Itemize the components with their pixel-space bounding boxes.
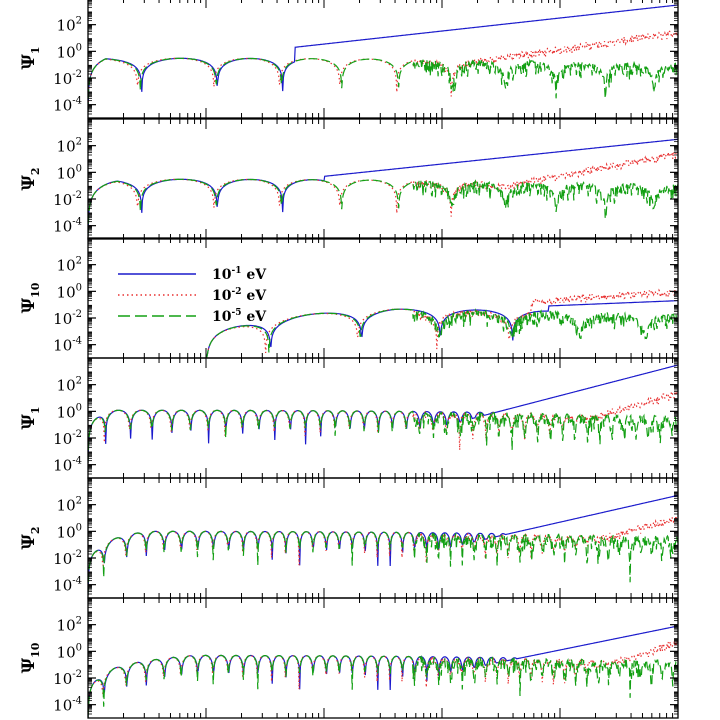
y-tick-label: 10-2 — [53, 669, 82, 688]
series-line-red — [206, 287, 678, 358]
chart-panels: 10210010-210-4Ψ110210010-210-4Ψ210210010… — [19, 0, 679, 719]
panel-3: 102 100 10-2 10-4 Ψ10 10-1 eV 10-2 eV 10-5 eV — [19, 237, 679, 359]
series-line-green — [88, 57, 678, 112]
y-tick-label: 10-4 — [53, 217, 82, 236]
y-tick-label: 100 — [57, 163, 82, 182]
y-tick-label: 100 — [57, 282, 82, 301]
legend-label: 10-1 eV — [212, 266, 267, 283]
panel-4: 102 100 10-2 10-4 Ψ1 — [19, 357, 679, 479]
legend: 10-1 eV 10-2 eV 10-5 eV — [118, 266, 267, 325]
panel-5: 102 100 10-2 10-4 Ψ2 — [19, 477, 679, 599]
y-tick-label: 10-2 — [53, 429, 82, 448]
series-line-red — [88, 515, 678, 596]
series-line-red — [88, 640, 678, 718]
y-tick-label: 102 — [57, 137, 82, 156]
y-axis-label: Ψ2 — [19, 526, 42, 549]
series-line-red — [88, 29, 678, 112]
y-tick-label: 10-4 — [53, 696, 82, 715]
y-tick-label: 10-2 — [53, 549, 82, 568]
y-axis-label: Ψ2 — [19, 167, 42, 190]
y-tick-label: 100 — [57, 642, 82, 661]
panel-6: 102 100 10-2 10-4 Ψ10 — [19, 597, 679, 719]
legend-label: 10-2 eV — [212, 287, 267, 304]
y-tick-label: 10-2 — [53, 69, 82, 88]
y-tick-label: 102 — [57, 256, 82, 275]
series-line-blue — [88, 494, 678, 596]
series-line-blue — [88, 4, 678, 112]
y-tick-label: 10-4 — [53, 96, 82, 115]
series-line-green — [88, 178, 678, 237]
panel-frame — [87, 357, 679, 479]
y-axis-label: Ψ1 — [19, 406, 42, 429]
y-axis-label: Ψ10 — [19, 282, 42, 313]
y-axis-label: Ψ1 — [19, 46, 42, 69]
legend-label: 10-5 eV — [212, 308, 267, 325]
series-line-blue — [88, 625, 678, 718]
y-tick-label: 10-4 — [53, 576, 82, 595]
y-tick-label: 10-4 — [53, 456, 82, 475]
y-axis-label: Ψ10 — [19, 642, 42, 673]
y-tick-label: 102 — [57, 376, 82, 395]
y-tick-label: 10-2 — [53, 190, 82, 209]
y-tick-label: 100 — [57, 42, 82, 61]
series-line-green — [88, 409, 678, 464]
y-tick-label: 102 — [57, 496, 82, 515]
series-line-red — [88, 149, 678, 237]
y-tick-label: 10-2 — [53, 309, 82, 328]
y-tick-label: 10-4 — [53, 336, 82, 355]
series-line-blue — [88, 138, 678, 237]
panel-2: 102 100 10-2 10-4 Ψ2 — [19, 118, 679, 240]
series-line-green — [88, 654, 678, 718]
y-tick-label: 102 — [57, 616, 82, 635]
series-line-green — [88, 530, 678, 596]
series-line-green — [206, 308, 678, 358]
panel-1: 102 100 10-2 10-4 Ψ1 — [19, 0, 679, 119]
y-tick-label: 100 — [57, 522, 82, 541]
series-line-blue — [88, 364, 678, 464]
y-tick-label: 102 — [57, 16, 82, 35]
y-tick-label: 100 — [57, 402, 82, 421]
